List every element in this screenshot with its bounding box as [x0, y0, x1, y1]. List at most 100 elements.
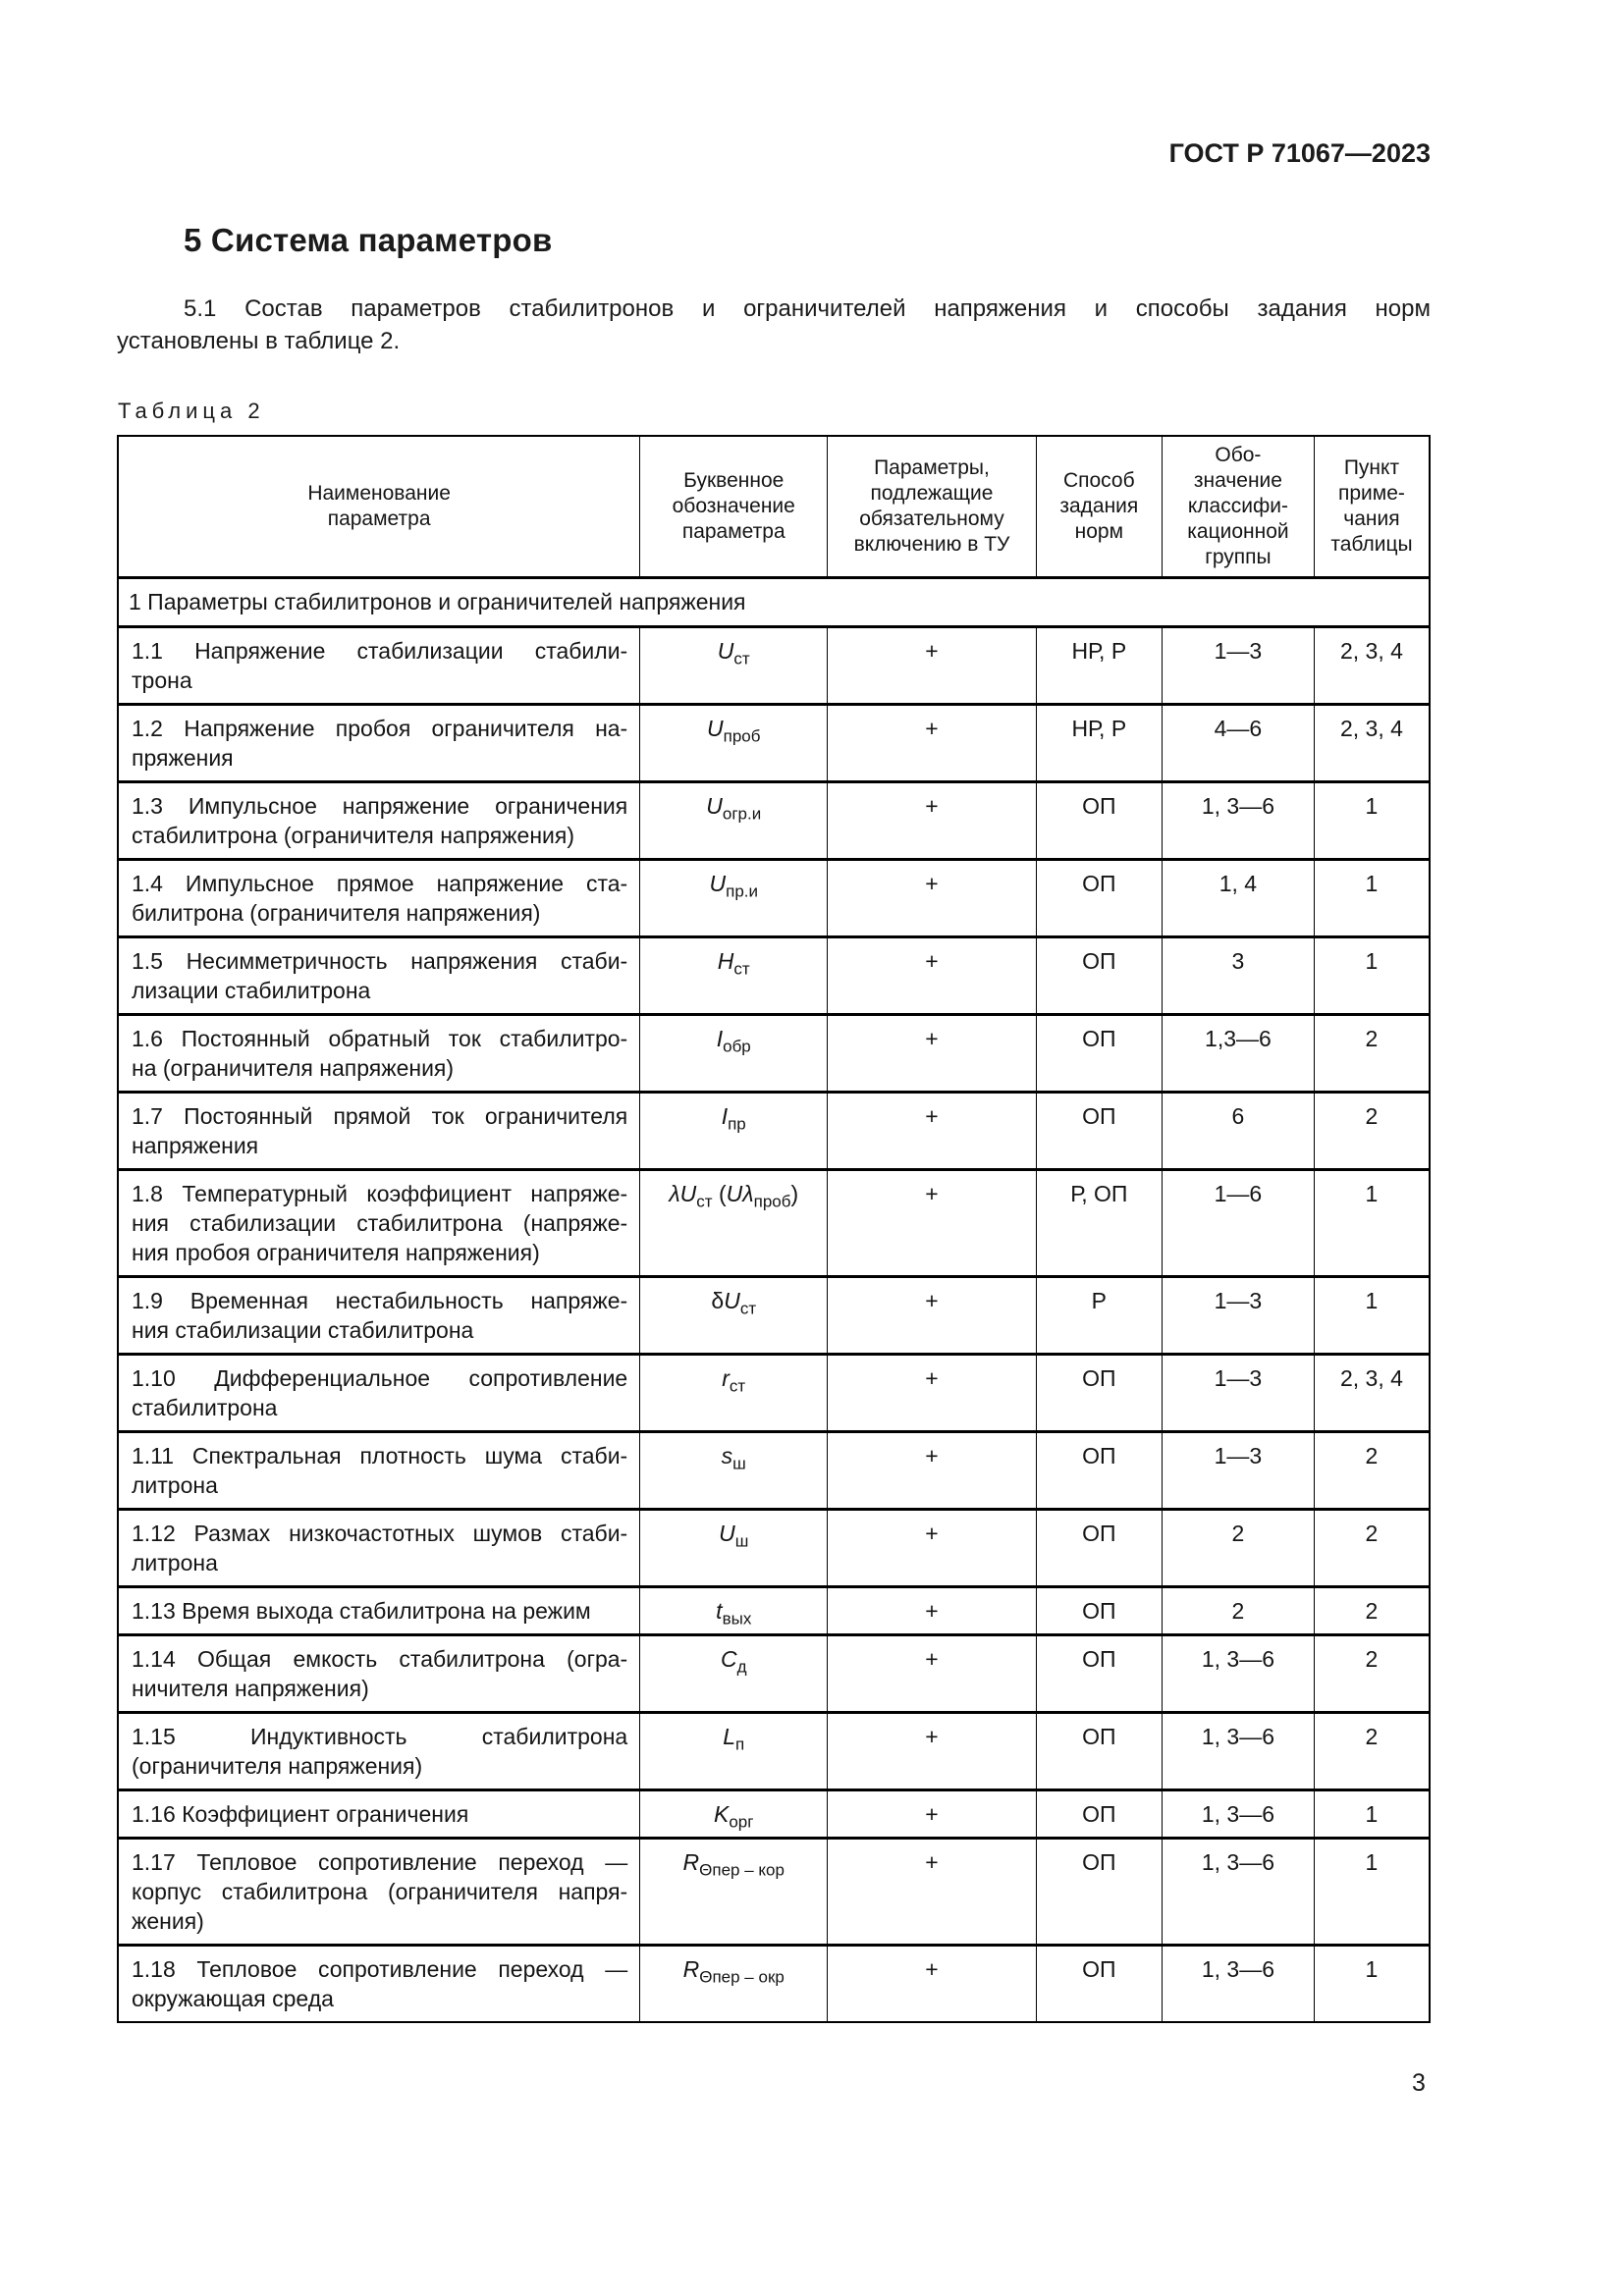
param-symbol-cell: δUст: [639, 1275, 829, 1355]
param-group-cell: 1, 4: [1161, 858, 1315, 937]
param-name-cell: 1.16 Коэффициент ограничения: [117, 1789, 641, 1839]
param-name-cell: 1.14 Общая емкость стабилитрона (огра-ни…: [117, 1633, 641, 1713]
param-mandatory-cell: +: [827, 1789, 1037, 1839]
table-row: 1.15 Индуктивность стабилитрона (ограничи…: [117, 1711, 1431, 1790]
param-method-cell: ОП: [1035, 1430, 1163, 1510]
section-row: 1 Параметры стабилитронов и ограничителе…: [117, 576, 1431, 627]
param-note-cell: 2: [1313, 1430, 1431, 1510]
table-row: 1.1 Напряжение стабилизации стабили-трон…: [117, 625, 1431, 705]
param-name-cell: 1.8 Температурный коэффициент напряже-ни…: [117, 1168, 641, 1277]
param-symbol-cell: Uш: [639, 1508, 829, 1587]
param-name-cell: 1.3 Импульсное напряжение ограничения ста…: [117, 780, 641, 860]
parameters-table: Наименование параметра Буквенное обозначе…: [117, 435, 1431, 2023]
param-symbol-cell: Iобр: [639, 1013, 829, 1093]
param-note-cell: 2, 3, 4: [1313, 703, 1431, 782]
param-note-cell: 1: [1313, 1837, 1431, 1946]
param-note-cell: 2: [1313, 1508, 1431, 1587]
param-note-cell: 1: [1313, 780, 1431, 860]
param-group-cell: 1, 3—6: [1161, 1944, 1315, 2023]
column-header-4: Способ задания норм: [1035, 435, 1163, 579]
table-body: 1 Параметры стабилитронов и ограничителе…: [117, 576, 1431, 2023]
param-mandatory-cell: +: [827, 703, 1037, 782]
param-group-cell: 1, 3—6: [1161, 1633, 1315, 1713]
table-row: 1.12 Размах низкочастотных шумов стаби-л…: [117, 1508, 1431, 1587]
param-method-cell: ОП: [1035, 935, 1163, 1015]
param-name-cell: 1.7 Постоянный прямой ток ограничителя на…: [117, 1091, 641, 1170]
param-note-cell: 2: [1313, 1585, 1431, 1635]
param-name-cell: 1.6 Постоянный обратный ток стабилитро-н…: [117, 1013, 641, 1093]
param-mandatory-cell: +: [827, 1633, 1037, 1713]
param-mandatory-cell: +: [827, 1585, 1037, 1635]
param-mandatory-cell: +: [827, 935, 1037, 1015]
param-mandatory-cell: +: [827, 858, 1037, 937]
param-symbol-cell: Cд: [639, 1633, 829, 1713]
param-name-cell: 1.1 Напряжение стабилизации стабили-трон…: [117, 625, 641, 705]
table-row: 1.4 Импульсное прямое напряжение ста-бил…: [117, 858, 1431, 937]
param-note-cell: 2: [1313, 1633, 1431, 1713]
table-header: Наименование параметра Буквенное обозначе…: [117, 435, 1431, 579]
param-mandatory-cell: +: [827, 780, 1037, 860]
param-method-cell: ОП: [1035, 1353, 1163, 1432]
param-group-cell: 1—6: [1161, 1168, 1315, 1277]
param-note-cell: 1: [1313, 1789, 1431, 1839]
param-symbol-cell: Uпр.и: [639, 858, 829, 937]
table-row: 1.3 Импульсное напряжение ограничения ста…: [117, 780, 1431, 860]
param-symbol-cell: Uпроб: [639, 703, 829, 782]
param-name-cell: 1.15 Индуктивность стабилитрона (ограничи…: [117, 1711, 641, 1790]
param-symbol-cell: λUст (Uλпроб): [639, 1168, 829, 1277]
table-row: 1.16 Коэффициент ограничения Kорг + ОП 1, 3—…: [117, 1789, 1431, 1839]
param-method-cell: ОП: [1035, 1837, 1163, 1946]
table-row: 1.5 Несимметричность напряжения стаби-ли…: [117, 935, 1431, 1015]
param-group-cell: 3: [1161, 935, 1315, 1015]
page-content: ГОСТ Р 71067—2023 5 Система параметров 5…: [117, 0, 1431, 2023]
param-group-cell: 1, 3—6: [1161, 1837, 1315, 1946]
param-method-cell: НР, Р: [1035, 703, 1163, 782]
column-header-6: Пункт приме- чания таблицы: [1313, 435, 1431, 579]
param-symbol-cell: Iпр: [639, 1091, 829, 1170]
param-group-cell: 1, 3—6: [1161, 1711, 1315, 1790]
param-symbol-cell: rст: [639, 1353, 829, 1432]
column-header-3: Параметры, подлежащие обязательному вклю…: [827, 435, 1037, 579]
param-group-cell: 1—3: [1161, 1430, 1315, 1510]
param-symbol-cell: sш: [639, 1430, 829, 1510]
param-symbol-cell: tвых: [639, 1585, 829, 1635]
param-mandatory-cell: +: [827, 1711, 1037, 1790]
param-mandatory-cell: +: [827, 1275, 1037, 1355]
table-row: 1.11 Спектральная плотность шума стаби-л…: [117, 1430, 1431, 1510]
param-symbol-cell: Hст: [639, 935, 829, 1015]
param-name-cell: 1.17 Тепловое сопротивление переход — кор…: [117, 1837, 641, 1946]
table-row: 1.14 Общая емкость стабилитрона (огра-ни…: [117, 1633, 1431, 1713]
param-symbol-cell: RΘпер – кор: [639, 1837, 829, 1946]
document-number-header: ГОСТ Р 71067—2023: [1168, 138, 1431, 168]
param-group-cell: 1,3—6: [1161, 1013, 1315, 1093]
param-method-cell: ОП: [1035, 1091, 1163, 1170]
param-method-cell: Р: [1035, 1275, 1163, 1355]
param-symbol-cell: Uогр.и: [639, 780, 829, 860]
param-mandatory-cell: +: [827, 1168, 1037, 1277]
column-header-5: Обо- значение классифи- кационной группы: [1161, 435, 1315, 579]
param-method-cell: ОП: [1035, 1585, 1163, 1635]
param-method-cell: ОП: [1035, 1633, 1163, 1713]
param-symbol-cell: Lп: [639, 1711, 829, 1790]
param-group-cell: 6: [1161, 1091, 1315, 1170]
param-name-cell: 1.11 Спектральная плотность шума стаби-л…: [117, 1430, 641, 1510]
param-name-cell: 1.13 Время выхода стабилитрона на режим: [117, 1585, 641, 1635]
param-method-cell: ОП: [1035, 858, 1163, 937]
param-method-cell: Р, ОП: [1035, 1168, 1163, 1277]
param-mandatory-cell: +: [827, 625, 1037, 705]
param-group-cell: 1, 3—6: [1161, 1789, 1315, 1839]
param-note-cell: 2: [1313, 1091, 1431, 1170]
table-row: 1.2 Напряжение пробоя ограничителя на-пр…: [117, 703, 1431, 782]
table-row: 1.7 Постоянный прямой ток ограничителя на…: [117, 1091, 1431, 1170]
param-note-cell: 2: [1313, 1711, 1431, 1790]
param-method-cell: ОП: [1035, 1711, 1163, 1790]
param-name-cell: 1.18 Тепловое сопротивление переход — окр…: [117, 1944, 641, 2023]
param-mandatory-cell: +: [827, 1013, 1037, 1093]
param-note-cell: 2, 3, 4: [1313, 1353, 1431, 1432]
param-symbol-cell: Kорг: [639, 1789, 829, 1839]
param-group-cell: 4—6: [1161, 703, 1315, 782]
param-symbol-cell: RΘпер – окр: [639, 1944, 829, 2023]
param-group-cell: 1—3: [1161, 1353, 1315, 1432]
param-group-cell: 2: [1161, 1585, 1315, 1635]
